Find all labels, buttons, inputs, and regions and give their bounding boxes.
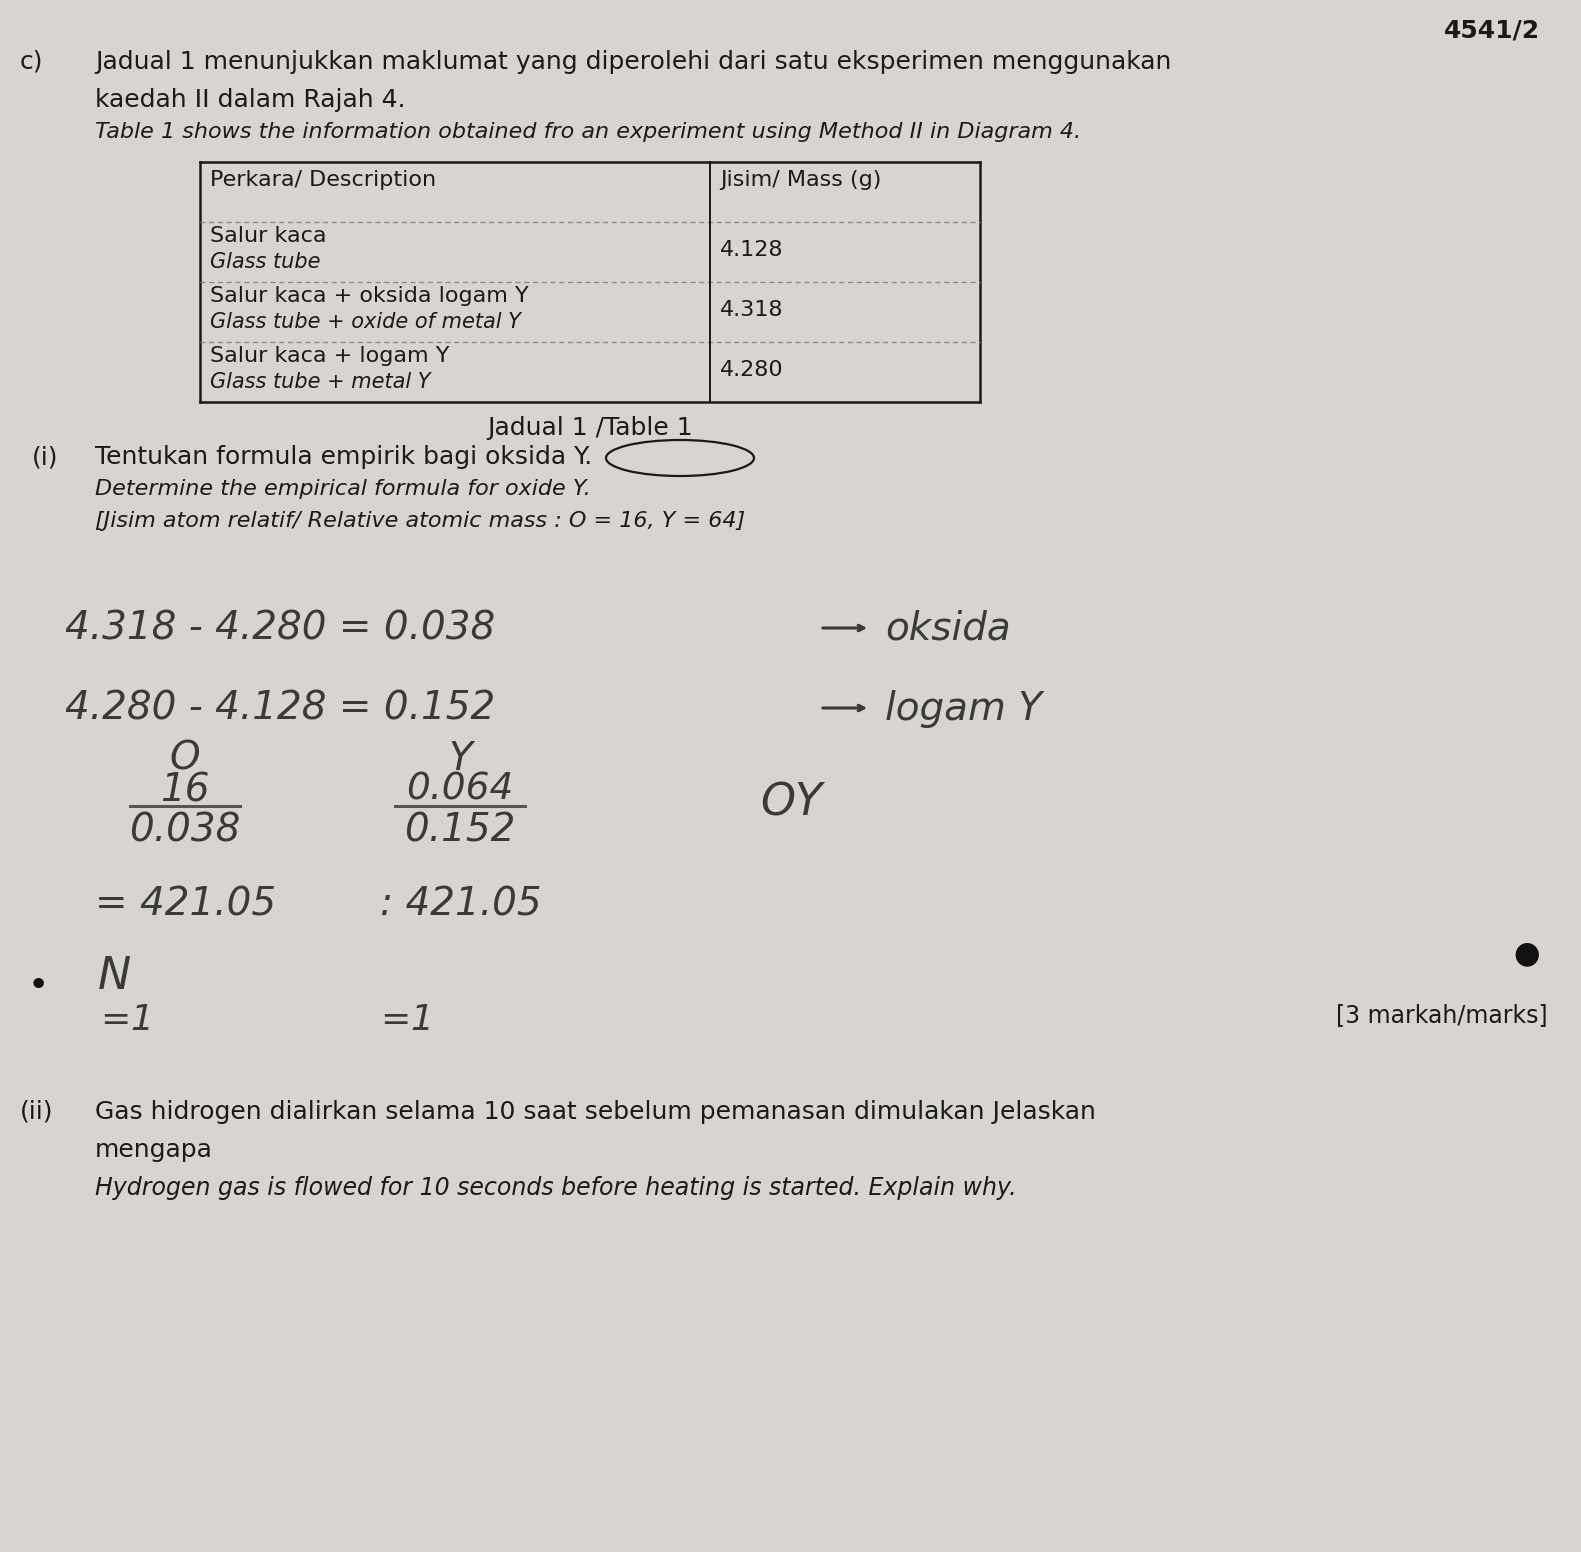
Text: 0.064: 0.064 (406, 771, 514, 809)
Text: Salur kaca + oksida logam Y: Salur kaca + oksida logam Y (210, 286, 528, 306)
Text: Hydrogen gas is flowed for 10 seconds before heating is started. Explain why.: Hydrogen gas is flowed for 10 seconds be… (95, 1176, 1017, 1200)
Text: mengapa: mengapa (95, 1138, 213, 1162)
Text: Tentukan formula empirik bagi oksida Y.: Tentukan formula empirik bagi oksida Y. (95, 445, 593, 469)
Text: oksida: oksida (885, 610, 1010, 649)
Text: (i): (i) (32, 445, 58, 469)
Text: 16: 16 (160, 771, 210, 810)
Text: N: N (98, 954, 131, 998)
Text: Gas hidrogen dialirkan selama 10 saat sebelum pemanasan dimulakan Jelaskan: Gas hidrogen dialirkan selama 10 saat se… (95, 1100, 1096, 1124)
Text: : 421.05: : 421.05 (379, 885, 542, 923)
Text: Jadual 1 menunjukkan maklumat yang diperolehi dari satu eksperimen menggunakan: Jadual 1 menunjukkan maklumat yang diper… (95, 50, 1172, 74)
Text: Jadual 1 /Table 1: Jadual 1 /Table 1 (487, 416, 692, 441)
Text: O: O (169, 740, 201, 778)
Text: Determine the empirical formula for oxide Y.: Determine the empirical formula for oxid… (95, 480, 591, 500)
Text: = 421.05: = 421.05 (95, 885, 277, 923)
Text: c): c) (21, 50, 44, 74)
Text: 0.152: 0.152 (405, 812, 515, 850)
Text: =: = (100, 1003, 130, 1037)
Text: logam Y: logam Y (885, 691, 1042, 728)
Text: 4.318: 4.318 (719, 300, 784, 320)
Text: 1: 1 (409, 1003, 433, 1037)
Text: 4.280: 4.280 (719, 360, 784, 380)
Text: 4.318 - 4.280 = 0.038: 4.318 - 4.280 = 0.038 (65, 610, 495, 649)
Text: (ii): (ii) (21, 1100, 54, 1124)
Text: [3 markah/marks]: [3 markah/marks] (1336, 1003, 1548, 1027)
Text: [Jisim atom relatif/ Relative atomic mass : O = 16, Y = 64]: [Jisim atom relatif/ Relative atomic mas… (95, 511, 745, 531)
Text: OY: OY (760, 782, 822, 826)
Text: ●: ● (1513, 939, 1540, 968)
Text: Salur kaca: Salur kaca (210, 227, 327, 247)
Text: 1: 1 (130, 1003, 153, 1037)
Text: 0.038: 0.038 (130, 812, 240, 850)
Text: 4.128: 4.128 (719, 241, 784, 261)
Text: Y: Y (447, 740, 471, 778)
Text: =: = (379, 1003, 409, 1037)
Text: Table 1 shows the information obtained fro an experiment using Method II in Diag: Table 1 shows the information obtained f… (95, 123, 1081, 141)
Text: Glass tube: Glass tube (210, 251, 321, 272)
Text: Perkara/ Description: Perkara/ Description (210, 171, 436, 189)
Text: 4.280 - 4.128 = 0.152: 4.280 - 4.128 = 0.152 (65, 691, 495, 728)
Text: Salur kaca + logam Y: Salur kaca + logam Y (210, 346, 449, 366)
Text: •: • (28, 968, 49, 1003)
Text: kaedah II dalam Rajah 4.: kaedah II dalam Rajah 4. (95, 88, 406, 112)
Text: Jisim/ Mass (g): Jisim/ Mass (g) (719, 171, 881, 189)
Text: Glass tube + metal Y: Glass tube + metal Y (210, 372, 430, 393)
Text: 4541/2: 4541/2 (1443, 19, 1540, 42)
Text: Glass tube + oxide of metal Y: Glass tube + oxide of metal Y (210, 312, 520, 332)
